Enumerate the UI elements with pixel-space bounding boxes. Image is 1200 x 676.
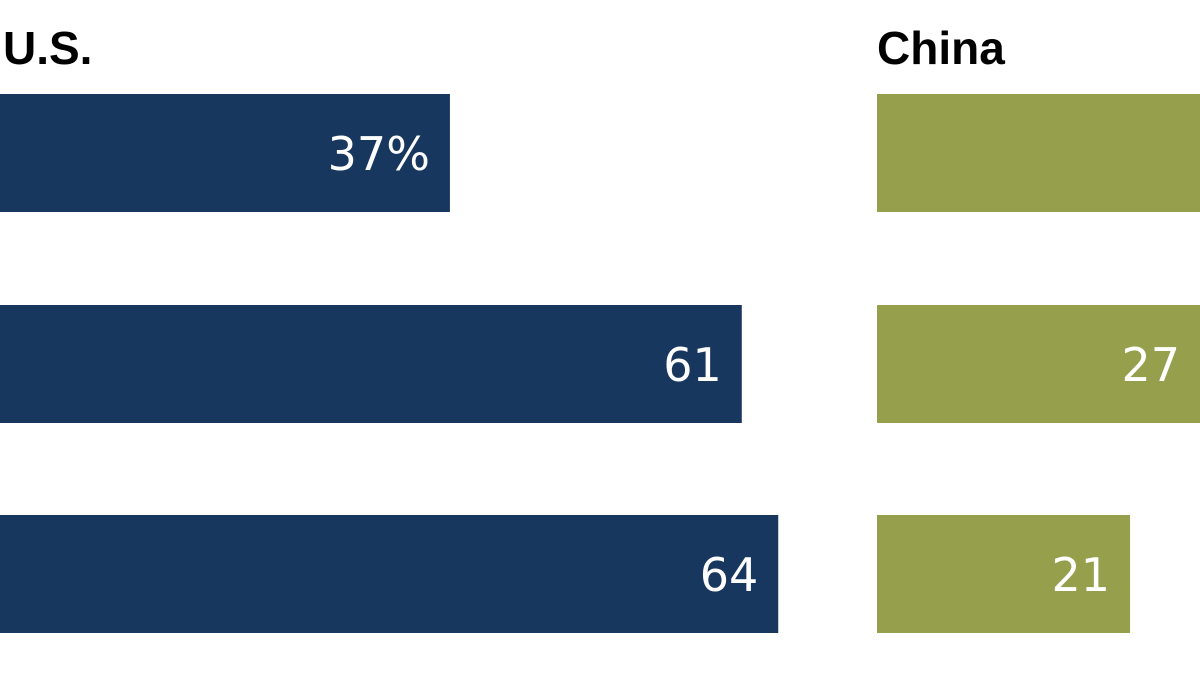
panel-title-us: U.S. [3,22,92,74]
bar-label-china-1: 27 [1121,338,1180,392]
bar-china-1 [877,305,1200,423]
bar-china-2 [877,515,1131,633]
bar-china-0 [877,94,1200,212]
bar-label-china-2: 21 [1052,548,1111,602]
bars-layer: 37% 61 64 27 21 [0,94,1200,633]
bar-us-1 [0,305,742,423]
bar-label-us-2: 64 [700,548,759,602]
bar-label-us-0: 37% [328,127,430,181]
bar-us-0 [0,94,450,212]
panel-title-china: China [877,22,1005,74]
bar-us-2 [0,515,779,633]
bar-label-us-1: 61 [663,338,722,392]
